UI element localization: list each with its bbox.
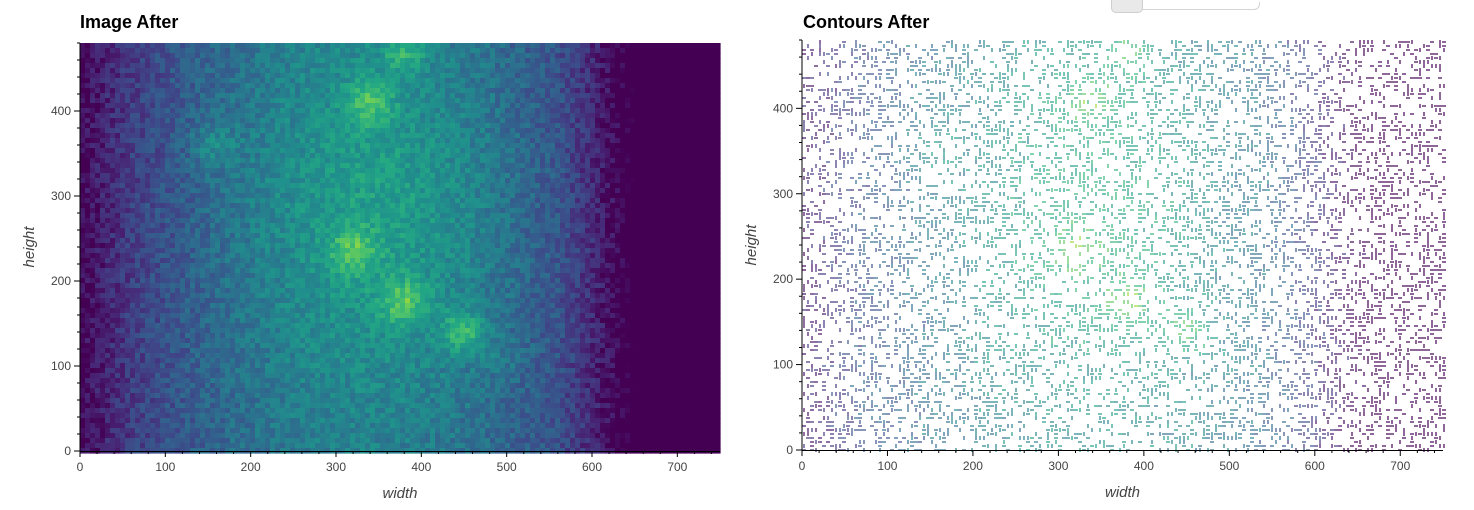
chart-title: Image After — [80, 12, 179, 32]
contours-after-panel: Contours After 0 100 200 300 400 500 600 700 0 10… — [740, 0, 1474, 510]
x-tick-label: 100 — [877, 459, 897, 473]
y-tick-label: 0 — [64, 444, 71, 458]
x-axis-label: width — [382, 485, 417, 502]
x-tick-label: 700 — [667, 460, 687, 474]
x-tick-label: 500 — [497, 460, 517, 474]
x-tick-label: 600 — [1305, 459, 1325, 473]
x-tick-label: 0 — [77, 460, 84, 474]
x-axis-label: width — [1105, 484, 1140, 501]
x-tick-label: 300 — [1048, 459, 1068, 473]
y-tick-label: 200 — [773, 272, 793, 286]
slider-handle[interactable] — [1111, 0, 1143, 13]
x-tick-label: 200 — [963, 459, 983, 473]
chart-title: Contours After — [803, 12, 930, 32]
y-tick-label: 0 — [786, 443, 793, 457]
axes: 0 100 200 300 400 500 600 700 0 100 200 300 400 width… — [21, 42, 720, 502]
x-tick-label: 400 — [1134, 459, 1154, 473]
y-tick-label: 300 — [51, 189, 71, 203]
heatmap-image — [80, 43, 721, 454]
x-tick-label: 100 — [155, 460, 175, 474]
x-tick-label: 600 — [582, 460, 602, 474]
contours-after-chart[interactable]: 0 100 200 300 400 500 600 700 0 100 200 300 400 width… — [740, 0, 1474, 510]
contour-level-slider[interactable] — [1108, 0, 1260, 14]
x-tick-label: 400 — [411, 460, 431, 474]
x-tick-label: 500 — [1219, 459, 1239, 473]
y-axis-label: height — [21, 226, 38, 268]
image-after-panel: Image After 0 100 200 300 400 500 600 700 0 100 20… — [0, 0, 740, 510]
image-after-chart[interactable]: 0 100 200 300 400 500 600 700 0 100 200 300 400 width… — [0, 0, 740, 510]
y-tick-label: 400 — [51, 104, 71, 118]
x-tick-label: 200 — [241, 460, 261, 474]
y-tick-label: 100 — [773, 358, 793, 372]
x-tick-label: 700 — [1390, 459, 1410, 473]
axes: 0 100 200 300 400 500 600 700 0 100 200 300 400 width… — [743, 39, 1443, 501]
y-tick-label: 100 — [51, 359, 71, 373]
x-tick-label: 300 — [326, 460, 346, 474]
x-tick-label: 0 — [799, 459, 806, 473]
y-axis-label: height — [743, 224, 760, 266]
y-tick-label: 200 — [51, 274, 71, 288]
y-tick-label: 400 — [773, 101, 793, 115]
y-tick-label: 300 — [773, 187, 793, 201]
contour-lines — [802, 40, 1446, 452]
